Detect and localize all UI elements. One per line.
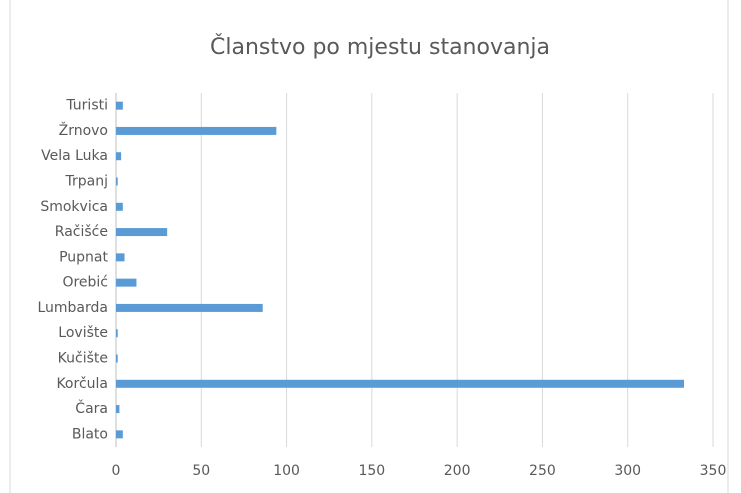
y-tick-label: Kučište (58, 351, 108, 367)
y-tick-label: Čara (75, 399, 108, 417)
y-tick-label: Žrnovo (59, 121, 108, 139)
x-tick-label: 0 (112, 463, 121, 479)
y-tick-label: Lumbarda (37, 300, 108, 316)
x-tick-label: 100 (273, 463, 300, 479)
bar (116, 177, 118, 186)
chart-frame (9, 0, 729, 493)
y-tick-label: Pupnat (59, 249, 108, 265)
bar (116, 253, 125, 262)
bar (116, 101, 123, 110)
bar (116, 379, 685, 388)
y-tick-label: Račišće (55, 224, 108, 240)
bar (116, 228, 168, 237)
y-tick-label: Trpanj (65, 174, 108, 190)
bar (116, 303, 263, 312)
bar (116, 126, 277, 135)
bar (116, 354, 118, 363)
bar (116, 278, 137, 287)
y-tick-label: Lovište (58, 325, 108, 341)
y-tick-label: Vela Luka (41, 148, 108, 164)
x-tick-label: 150 (358, 463, 385, 479)
bar (116, 405, 120, 414)
y-tick-label: Turisti (65, 98, 108, 114)
x-tick-label: 50 (192, 463, 210, 479)
x-tick-label: 200 (444, 463, 471, 479)
x-tick-label: 250 (529, 463, 556, 479)
y-tick-label: Smokvica (40, 199, 108, 215)
x-tick-label: 300 (614, 463, 641, 479)
y-tick-label: Orebić (62, 275, 108, 291)
bar (116, 152, 122, 161)
y-tick-label: Korčula (56, 376, 108, 392)
bar (116, 430, 123, 439)
bar (116, 202, 123, 211)
x-tick-label: 350 (700, 463, 727, 479)
chart-title: Članstvo po mjestu stanovanja (210, 34, 550, 60)
bar (116, 329, 118, 338)
y-tick-label: Blato (72, 426, 108, 442)
